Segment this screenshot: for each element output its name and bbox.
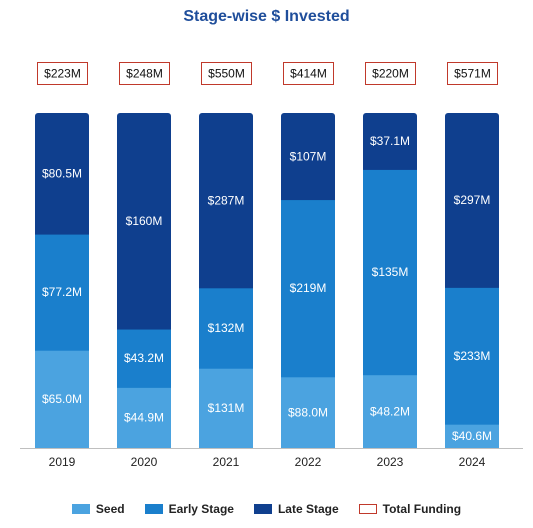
label-late-stage-2022: $107M [290,149,327,163]
legend-label-seed: Seed [95,502,125,516]
label-seed-2022: $88.0M [288,405,328,419]
total-label-2023: $220M [372,67,409,81]
bar-late-stage-2022 [281,113,335,201]
total-label-2019: $223M [44,67,81,81]
bar-early-stage-2021 [199,287,253,369]
label-late-stage-2019: $80.5M [42,167,82,181]
x-tick-label-2022: 2022 [295,455,322,469]
label-early-stage-2024: $233M [454,349,491,363]
legend-item-early-stage: Early Stage [144,502,234,516]
label-seed-2024: $40.6M [452,429,492,443]
x-tick-label-2023: 2023 [377,455,404,469]
legend-swatch-seed [71,504,90,514]
label-seed-2023: $48.2M [370,404,410,418]
total-box-2022 [283,62,334,85]
legend-label-total-funding: Total Funding [382,502,462,516]
total-label-2024: $571M [454,67,491,81]
label-early-stage-2023: $135M [372,265,409,279]
bar-group-2023 [363,113,417,448]
label-early-stage-2020: $43.2M [124,351,164,365]
legend-item-late-stage: Late Stage [253,502,339,516]
x-tick-label-2019: 2019 [49,455,76,469]
bar-group-2024 [445,113,499,448]
bar-seed-2019 [35,350,89,448]
total-box-2023 [365,62,416,85]
legend-swatch-early-stage [144,504,163,514]
bar-early-stage-2020 [117,329,171,388]
bar-early-stage-2024 [445,287,499,425]
bar-seed-2024 [445,424,499,448]
chart-title: Stage-wise $ Invested [183,8,350,25]
bar-seed-2023 [363,374,417,448]
total-box-2019 [37,62,88,85]
label-late-stage-2020: $160M [126,214,163,228]
label-early-stage-2021: $132M [208,321,245,335]
bar-early-stage-2022 [281,199,335,378]
bar-late-stage-2021 [199,113,253,289]
legend-label-early-stage: Early Stage [168,502,234,516]
bar-seed-2021 [199,368,253,448]
label-seed-2019: $65.0M [42,392,82,406]
bar-late-stage-2019 [35,113,89,235]
total-box-2024 [447,62,498,85]
total-label-2020: $248M [126,67,163,81]
bar-group-2019 [35,113,89,448]
bar-group-2020 [117,113,171,448]
bar-seed-2020 [117,387,171,448]
total-box-2020 [119,62,170,85]
label-seed-2020: $44.9M [124,411,164,425]
bar-early-stage-2023 [363,169,417,376]
legend-swatch-total-funding [358,504,377,514]
legend-swatch-late-stage [253,504,272,514]
label-early-stage-2019: $77.2M [42,285,82,299]
legend-label-late-stage: Late Stage [277,502,339,516]
bar-seed-2022 [281,376,335,448]
label-early-stage-2022: $219M [290,281,327,295]
bar-group-2022 [281,113,335,448]
label-late-stage-2021: $287M [208,193,245,207]
total-label-2022: $414M [290,67,327,81]
label-late-stage-2024: $297M [454,193,491,207]
bar-late-stage-2023 [363,113,417,170]
label-late-stage-2023: $37.1M [370,134,410,148]
x-tick-label-2021: 2021 [213,455,240,469]
total-box-2021 [201,62,252,85]
legend-item-total-funding: Total Funding [358,502,462,516]
bar-late-stage-2020 [117,113,171,330]
legend-item-seed: Seed [71,502,125,516]
label-seed-2021: $131M [208,401,245,415]
bar-late-stage-2024 [445,113,499,288]
x-tick-label-2020: 2020 [131,455,158,469]
legend: Seed Early Stage Late Stage Total Funding [0,500,533,518]
bar-group-2021 [199,113,253,448]
total-label-2021: $550M [208,67,245,81]
bar-early-stage-2019 [35,234,89,351]
x-tick-label-2024: 2024 [459,455,486,469]
